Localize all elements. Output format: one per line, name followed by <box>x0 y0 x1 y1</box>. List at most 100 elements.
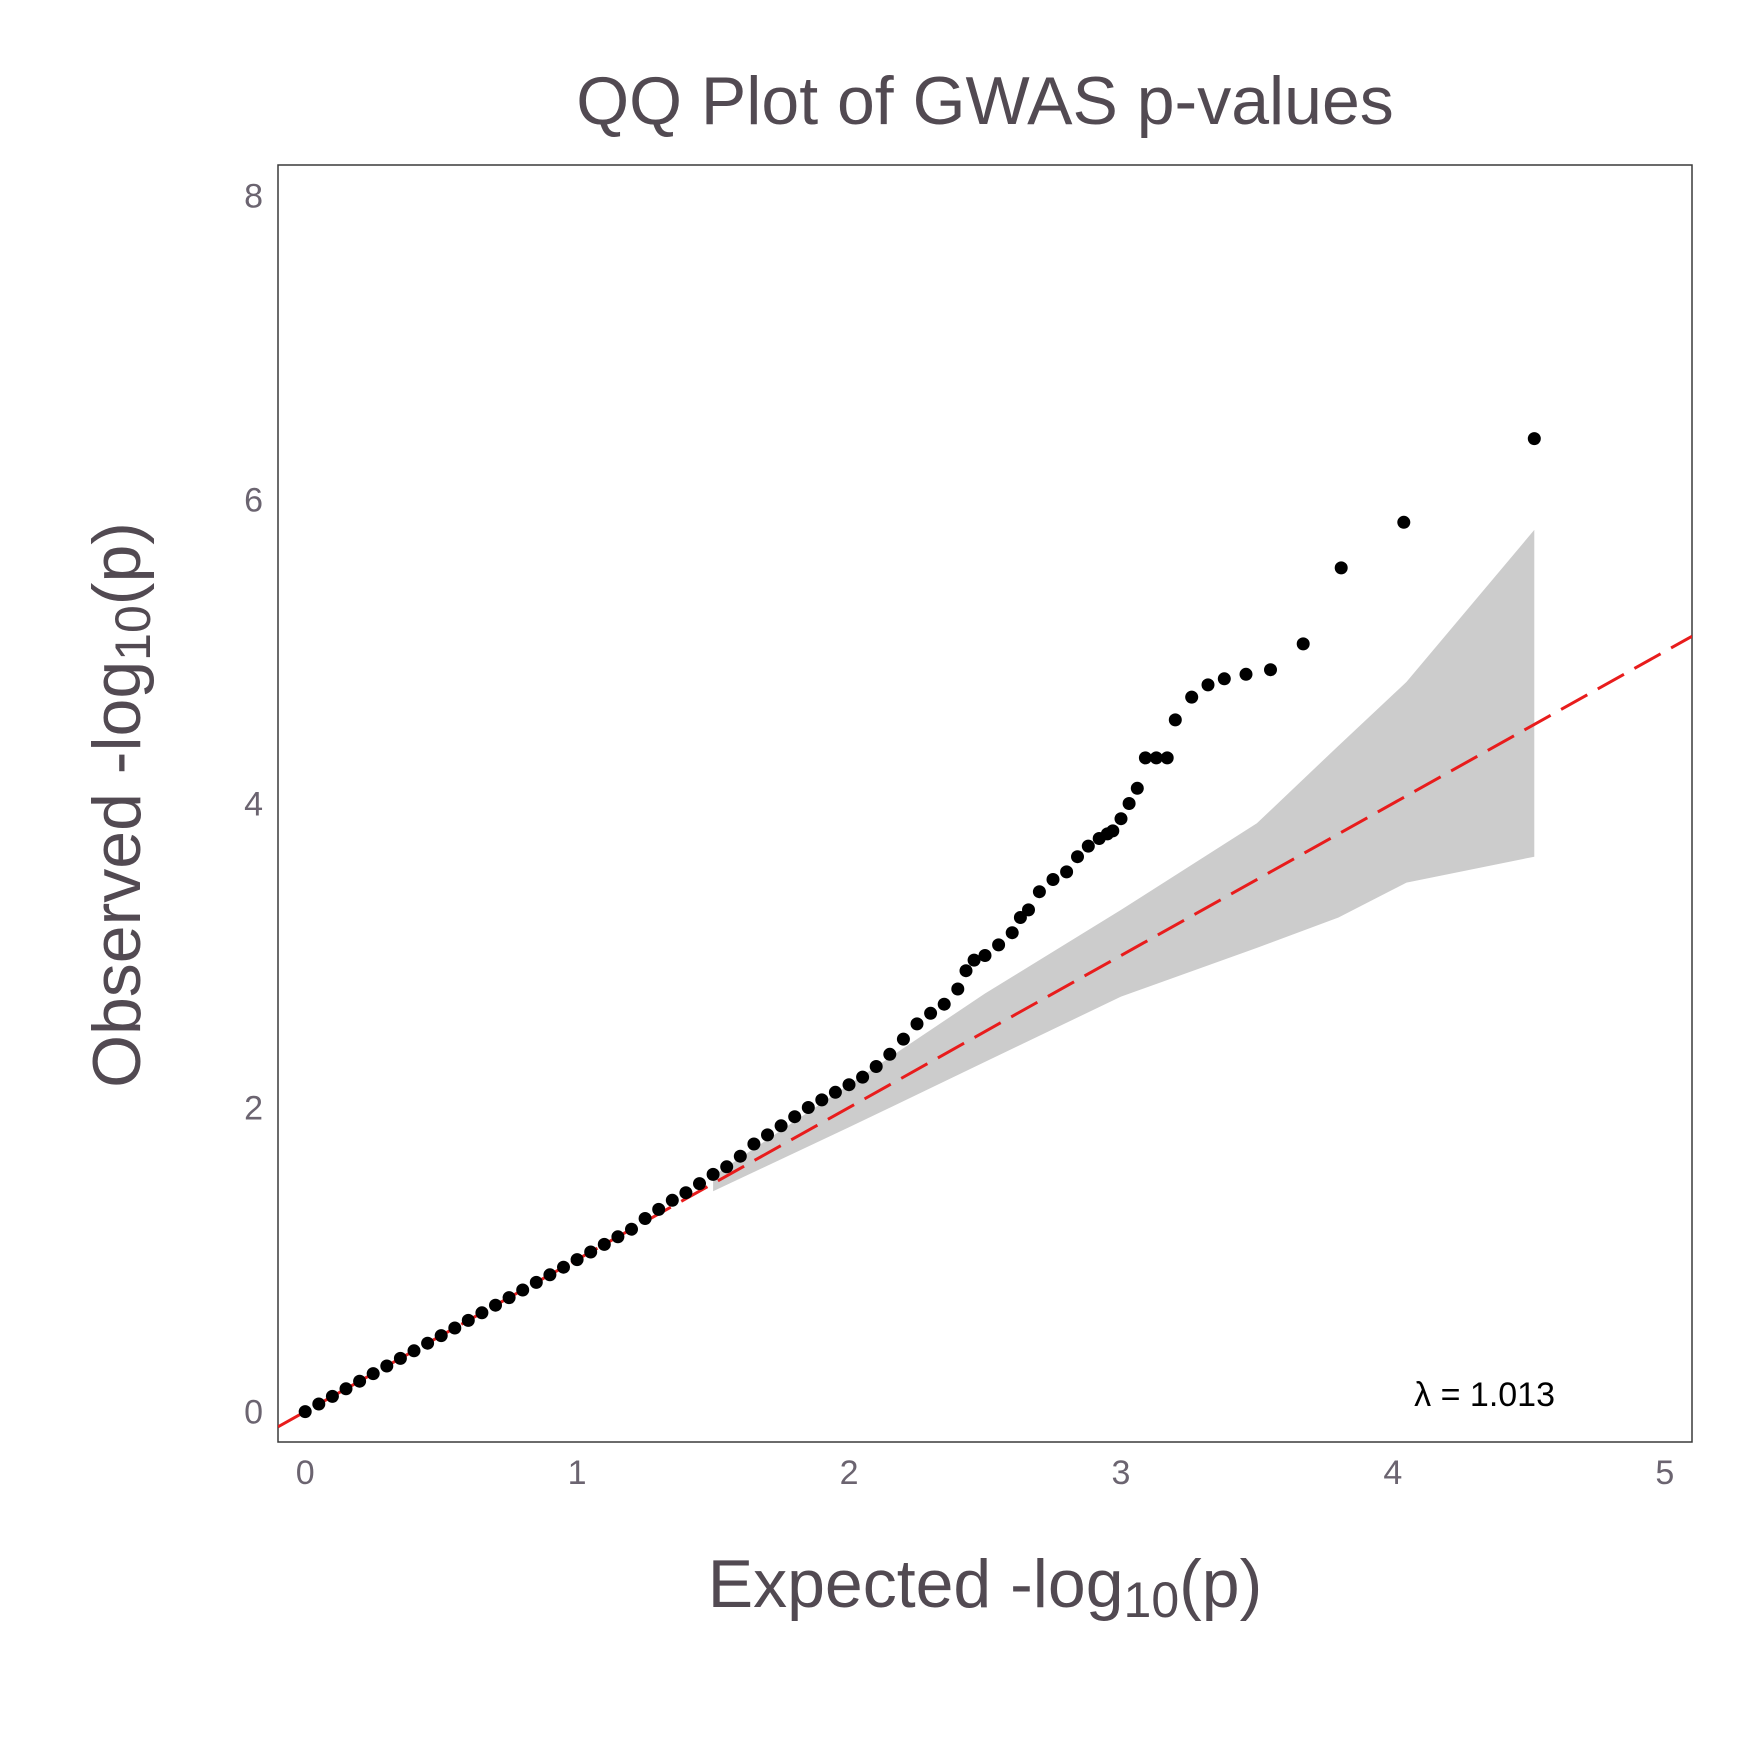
data-point <box>924 1006 938 1020</box>
data-point <box>543 1268 557 1282</box>
data-point <box>421 1336 435 1350</box>
data-point <box>584 1245 598 1259</box>
data-point <box>978 949 992 962</box>
data-point <box>489 1298 502 1312</box>
data-point <box>1122 797 1136 810</box>
observed-points <box>298 432 1541 1419</box>
data-point <box>502 1291 516 1305</box>
data-point <box>393 1351 407 1365</box>
data-point <box>1060 865 1074 879</box>
data-point <box>1130 781 1144 795</box>
data-point <box>937 997 951 1011</box>
data-point <box>720 1160 734 1174</box>
y-axis-title-tail: (p) <box>79 522 155 605</box>
data-point <box>298 1405 312 1419</box>
data-point <box>475 1306 489 1320</box>
data-point <box>625 1222 638 1236</box>
data-point <box>896 1032 910 1046</box>
data-point <box>1071 850 1084 864</box>
data-point <box>611 1230 625 1244</box>
data-point <box>1032 885 1046 899</box>
confidence-band <box>713 529 1535 1192</box>
data-point <box>1160 751 1174 765</box>
y-axis-title-subscript: 10 <box>105 605 161 661</box>
data-point <box>761 1128 774 1142</box>
x-tick-label: 1 <box>568 1454 587 1492</box>
lambda-annotation: λ = 1.013 <box>1414 1376 1555 1414</box>
data-point <box>910 1017 924 1031</box>
data-point <box>1217 672 1231 686</box>
y-axis-ticks: 0 2 4 6 8 <box>244 177 263 1431</box>
x-axis-title-tail: (p) <box>1179 1546 1262 1622</box>
data-point <box>434 1329 448 1343</box>
data-point <box>1013 911 1027 924</box>
data-point <box>665 1193 679 1207</box>
data-point <box>992 938 1006 952</box>
x-tick-label: 0 <box>296 1454 315 1492</box>
x-axis-title-subscript: 10 <box>1124 1572 1180 1628</box>
data-point <box>801 1101 815 1114</box>
y-axis-title-main: Observed -log <box>79 661 155 1088</box>
data-point <box>856 1070 870 1084</box>
data-point <box>516 1283 530 1297</box>
data-point <box>706 1167 720 1181</box>
data-point <box>1149 751 1163 765</box>
data-point <box>1005 926 1019 940</box>
data-point <box>339 1382 353 1396</box>
y-tick-label: 8 <box>244 177 263 215</box>
data-point <box>815 1093 829 1107</box>
data-point <box>1527 432 1541 446</box>
data-point <box>570 1253 584 1267</box>
data-point <box>1081 839 1095 853</box>
data-point <box>597 1237 611 1251</box>
data-point <box>652 1202 666 1216</box>
data-point <box>407 1344 421 1358</box>
data-point <box>693 1177 706 1191</box>
data-point <box>679 1186 693 1200</box>
data-point <box>774 1119 788 1133</box>
data-point <box>461 1313 475 1327</box>
y-axis-title: Observed -log10(p) <box>79 522 161 1088</box>
x-axis-title-main: Expected -log <box>708 1546 1124 1622</box>
x-tick-label: 2 <box>840 1454 859 1492</box>
data-point <box>1022 903 1035 917</box>
x-tick-label: 4 <box>1383 1454 1402 1492</box>
data-point <box>380 1359 394 1373</box>
data-point <box>1046 873 1060 886</box>
data-point <box>1185 690 1199 704</box>
data-point <box>325 1389 339 1403</box>
data-point <box>788 1110 802 1124</box>
chart-title: QQ Plot of GWAS p-values <box>576 63 1394 139</box>
data-point <box>951 982 965 996</box>
data-point <box>1296 637 1310 651</box>
data-point <box>1201 678 1215 692</box>
data-point <box>967 953 981 967</box>
data-point <box>959 964 973 978</box>
y-tick-label: 4 <box>244 786 263 824</box>
data-point <box>638 1212 652 1225</box>
x-axis-title: Expected -log10(p) <box>708 1546 1263 1628</box>
y-tick-label: 2 <box>244 1090 263 1128</box>
data-point <box>828 1085 842 1099</box>
data-point <box>448 1321 462 1335</box>
data-point <box>883 1047 897 1061</box>
data-point <box>1264 663 1277 677</box>
data-point <box>1168 713 1182 727</box>
x-tick-label: 3 <box>1112 1454 1131 1492</box>
data-point <box>1114 812 1128 826</box>
data-point <box>1106 824 1120 838</box>
data-point <box>353 1374 367 1388</box>
data-point <box>842 1078 856 1092</box>
y-tick-label: 6 <box>244 481 263 519</box>
plot-area <box>278 432 1692 1429</box>
data-point <box>1138 751 1152 765</box>
data-point <box>557 1260 570 1274</box>
x-tick-label: 5 <box>1655 1454 1674 1492</box>
data-point <box>869 1060 883 1073</box>
data-point <box>1397 515 1411 529</box>
data-point <box>312 1397 326 1411</box>
data-point <box>529 1275 543 1289</box>
x-axis-ticks: 0 1 2 3 4 5 <box>296 1454 1675 1492</box>
data-point <box>1334 561 1348 575</box>
